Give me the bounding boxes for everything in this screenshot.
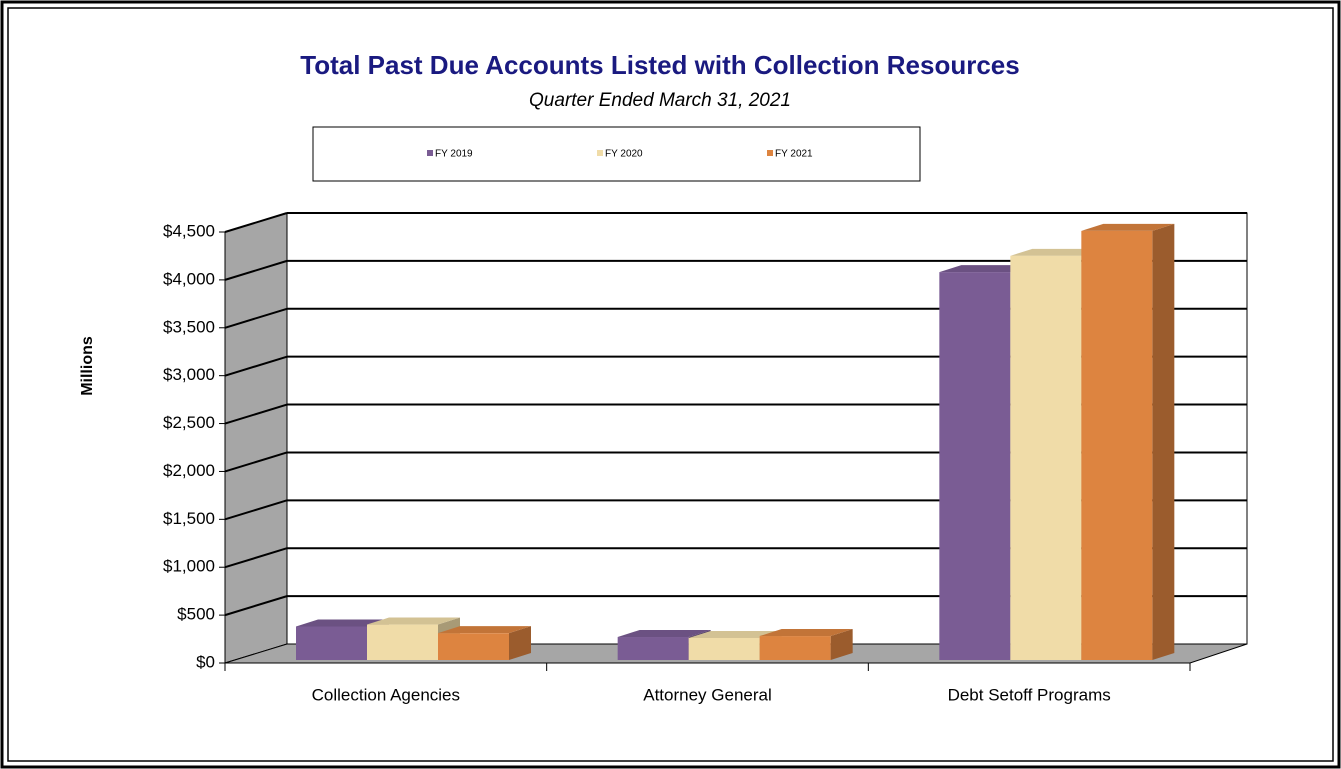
inner-border bbox=[7, 7, 1334, 762]
chart-subtitle: Quarter Ended March 31, 2021 bbox=[529, 90, 791, 111]
bar-top bbox=[759, 629, 853, 637]
y-tick-label: $2,000 bbox=[163, 461, 215, 480]
y-tick-label: $1,500 bbox=[163, 509, 215, 528]
bar bbox=[688, 637, 760, 660]
bar bbox=[617, 637, 689, 660]
bar-top bbox=[367, 617, 460, 625]
bar-top bbox=[1081, 223, 1175, 231]
y-tick-label: $3,500 bbox=[163, 317, 215, 336]
x-tick-label: Debt Setoff Programs bbox=[948, 685, 1111, 704]
bar-top bbox=[296, 619, 389, 627]
grid-line-side bbox=[224, 403, 288, 425]
bar bbox=[367, 624, 438, 660]
bar-top bbox=[1010, 248, 1104, 256]
legend-label: FY 2019 bbox=[435, 149, 473, 160]
bar-top bbox=[438, 626, 531, 634]
bar bbox=[759, 636, 831, 660]
bar-side bbox=[830, 629, 853, 660]
bar-side bbox=[1152, 223, 1175, 660]
bar-side bbox=[509, 626, 531, 660]
bar-top bbox=[939, 265, 1033, 273]
grid-line-side bbox=[224, 307, 288, 329]
legend-swatch bbox=[767, 150, 773, 156]
y-axis-label: Millions bbox=[79, 336, 96, 396]
grid-line-side bbox=[224, 547, 288, 569]
grid-line-side bbox=[224, 595, 288, 617]
y-tick-label: $1,000 bbox=[163, 557, 215, 576]
side-wall bbox=[224, 212, 288, 664]
chart-title: Total Past Due Accounts Listed with Coll… bbox=[300, 50, 1019, 80]
y-tick-label: $500 bbox=[177, 605, 215, 624]
bar bbox=[1081, 230, 1153, 660]
bar-top bbox=[617, 630, 711, 638]
grid-line-side bbox=[224, 355, 288, 377]
legend-label: FY 2020 bbox=[605, 149, 643, 160]
grid-line-side bbox=[224, 212, 288, 233]
y-tick-label: $3,000 bbox=[163, 365, 215, 384]
y-tick-label: $0 bbox=[196, 652, 215, 671]
bar bbox=[1010, 255, 1082, 660]
legend-swatch bbox=[597, 150, 603, 156]
legend-swatch bbox=[427, 150, 433, 156]
bar-top bbox=[688, 630, 782, 638]
x-tick-label: Collection Agencies bbox=[312, 685, 460, 704]
legend-box bbox=[312, 126, 921, 182]
legend-label: FY 2021 bbox=[775, 149, 813, 160]
grid-line-side bbox=[224, 451, 288, 473]
x-tick-label: Attorney General bbox=[643, 685, 772, 704]
y-tick-label: $2,500 bbox=[163, 413, 215, 432]
grid-line-side bbox=[224, 499, 288, 521]
bar bbox=[296, 626, 367, 660]
y-tick-label: $4,000 bbox=[163, 269, 215, 288]
bar bbox=[438, 633, 509, 660]
bar bbox=[939, 272, 1011, 660]
grid-line-side bbox=[224, 259, 288, 281]
y-tick-label: $4,500 bbox=[163, 221, 215, 240]
